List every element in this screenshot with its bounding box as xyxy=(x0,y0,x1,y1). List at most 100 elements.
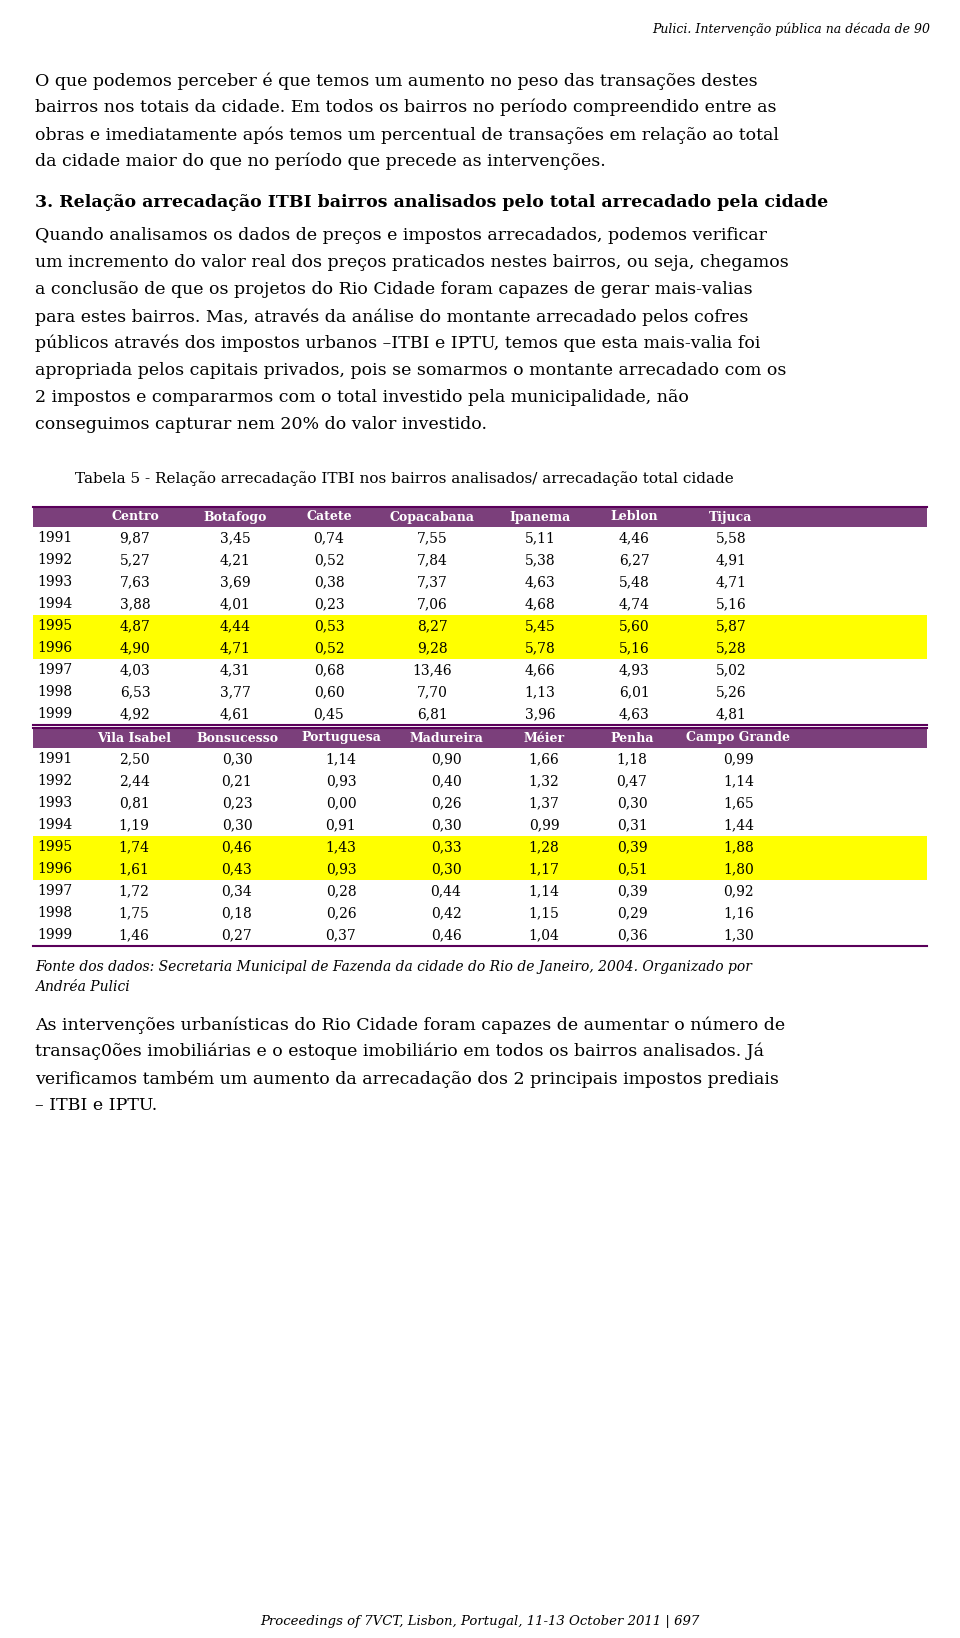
Text: 0,42: 0,42 xyxy=(431,906,462,921)
Text: 0,74: 0,74 xyxy=(314,531,345,545)
Text: 1991: 1991 xyxy=(37,752,72,767)
Text: 5,48: 5,48 xyxy=(618,575,649,590)
Text: 1995: 1995 xyxy=(37,619,72,632)
Text: 1998: 1998 xyxy=(37,685,72,699)
Text: 0,90: 0,90 xyxy=(431,752,462,767)
Text: 2,44: 2,44 xyxy=(119,775,150,788)
Text: 5,16: 5,16 xyxy=(715,596,746,611)
Text: 1,14: 1,14 xyxy=(723,775,754,788)
Text: 0,52: 0,52 xyxy=(314,554,345,567)
Text: 1,18: 1,18 xyxy=(616,752,647,767)
Text: 1,13: 1,13 xyxy=(524,685,556,699)
Text: 3,77: 3,77 xyxy=(220,685,251,699)
Text: 1997: 1997 xyxy=(37,885,72,898)
Text: Botafogo: Botafogo xyxy=(204,511,267,524)
Text: 6,27: 6,27 xyxy=(618,554,649,567)
Text: 1997: 1997 xyxy=(37,663,72,676)
Text: 5,38: 5,38 xyxy=(525,554,555,567)
Text: 1,30: 1,30 xyxy=(723,929,754,942)
Text: 1993: 1993 xyxy=(37,575,72,590)
Text: 0,60: 0,60 xyxy=(314,685,345,699)
Text: 1,46: 1,46 xyxy=(119,929,150,942)
Text: 1,16: 1,16 xyxy=(723,906,754,921)
Text: 1991: 1991 xyxy=(37,531,72,545)
Text: 1996: 1996 xyxy=(37,640,72,655)
Text: Centro: Centro xyxy=(111,511,158,524)
Text: 1,37: 1,37 xyxy=(529,796,560,811)
Bar xyxy=(33,727,927,749)
Text: 3,69: 3,69 xyxy=(220,575,251,590)
Text: 5,60: 5,60 xyxy=(618,619,649,632)
Text: 5,26: 5,26 xyxy=(716,685,746,699)
Text: Méier: Méier xyxy=(523,732,564,745)
Text: conseguimos capturar nem 20% do valor investido.: conseguimos capturar nem 20% do valor in… xyxy=(35,416,487,432)
Text: 4,63: 4,63 xyxy=(524,575,556,590)
Text: 4,44: 4,44 xyxy=(220,619,251,632)
Text: As intervenções urbanísticas do Rio Cidade foram capazes de aumentar o número de: As intervenções urbanísticas do Rio Cida… xyxy=(35,1016,785,1034)
Text: 1992: 1992 xyxy=(37,775,72,788)
Text: 1,04: 1,04 xyxy=(529,929,560,942)
Text: 0,46: 0,46 xyxy=(431,929,462,942)
Text: 0,30: 0,30 xyxy=(222,817,252,832)
Text: 3,96: 3,96 xyxy=(525,708,555,721)
Text: 6,01: 6,01 xyxy=(618,685,649,699)
Text: da cidade maior do que no período que precede as intervenções.: da cidade maior do que no período que pr… xyxy=(35,152,606,170)
Text: 0,31: 0,31 xyxy=(616,817,647,832)
Text: 1,43: 1,43 xyxy=(325,840,356,853)
Text: 9,87: 9,87 xyxy=(120,531,151,545)
Bar xyxy=(33,835,927,858)
Text: 1994: 1994 xyxy=(37,596,72,611)
Text: 1999: 1999 xyxy=(37,708,72,721)
Text: 1,61: 1,61 xyxy=(119,862,150,876)
Text: 9,28: 9,28 xyxy=(417,640,447,655)
Text: Quando analisamos os dados de preços e impostos arrecadados, podemos verificar: Quando analisamos os dados de preços e i… xyxy=(35,228,767,244)
Text: 5,45: 5,45 xyxy=(524,619,556,632)
Text: 1995: 1995 xyxy=(37,840,72,853)
Text: 4,92: 4,92 xyxy=(120,708,151,721)
Text: verificamos também um aumento da arrecadação dos 2 principais impostos prediais: verificamos também um aumento da arrecad… xyxy=(35,1070,779,1088)
Text: 0,37: 0,37 xyxy=(325,929,356,942)
Text: Vila Isabel: Vila Isabel xyxy=(97,732,171,745)
Text: Leblon: Leblon xyxy=(611,511,658,524)
Text: 0,23: 0,23 xyxy=(314,596,345,611)
Text: 1,65: 1,65 xyxy=(723,796,754,811)
Text: 0,30: 0,30 xyxy=(431,862,462,876)
Text: 1,80: 1,80 xyxy=(723,862,754,876)
Text: 1,15: 1,15 xyxy=(529,906,560,921)
Text: 3,45: 3,45 xyxy=(220,531,251,545)
Text: 4,90: 4,90 xyxy=(120,640,151,655)
Text: Catete: Catete xyxy=(306,511,351,524)
Text: 4,31: 4,31 xyxy=(220,663,251,676)
Text: um incremento do valor real dos preços praticados nestes bairros, ou seja, chega: um incremento do valor real dos preços p… xyxy=(35,254,789,270)
Text: 4,91: 4,91 xyxy=(715,554,747,567)
Text: 5,11: 5,11 xyxy=(524,531,556,545)
Text: 0,81: 0,81 xyxy=(119,796,150,811)
Text: 0,28: 0,28 xyxy=(325,885,356,898)
Text: 2,50: 2,50 xyxy=(119,752,150,767)
Text: 0,43: 0,43 xyxy=(222,862,252,876)
Text: 1999: 1999 xyxy=(37,929,72,942)
Text: Portuguesa: Portuguesa xyxy=(301,732,381,745)
Text: 0,91: 0,91 xyxy=(325,817,356,832)
Text: 7,70: 7,70 xyxy=(417,685,447,699)
Text: 0,29: 0,29 xyxy=(616,906,647,921)
Text: 4,74: 4,74 xyxy=(618,596,650,611)
Text: 4,46: 4,46 xyxy=(618,531,649,545)
Text: 8,27: 8,27 xyxy=(417,619,447,632)
Text: Tijuca: Tijuca xyxy=(709,511,753,524)
Text: 0,44: 0,44 xyxy=(431,885,462,898)
Text: 0,46: 0,46 xyxy=(222,840,252,853)
Text: 0,39: 0,39 xyxy=(616,885,647,898)
Text: 5,78: 5,78 xyxy=(524,640,556,655)
Text: 0,30: 0,30 xyxy=(222,752,252,767)
Text: 1,32: 1,32 xyxy=(529,775,560,788)
Text: 4,93: 4,93 xyxy=(618,663,649,676)
Text: 4,63: 4,63 xyxy=(618,708,649,721)
Text: 0,27: 0,27 xyxy=(222,929,252,942)
Text: 6,81: 6,81 xyxy=(417,708,447,721)
Text: 1996: 1996 xyxy=(37,862,72,876)
Text: 0,30: 0,30 xyxy=(431,817,462,832)
Text: 4,61: 4,61 xyxy=(220,708,251,721)
Text: Proceedings of 7VCT, Lisbon, Portugal, 11-13 October 2011 | 697: Proceedings of 7VCT, Lisbon, Portugal, 1… xyxy=(260,1615,700,1628)
Text: Copacabana: Copacabana xyxy=(390,511,474,524)
